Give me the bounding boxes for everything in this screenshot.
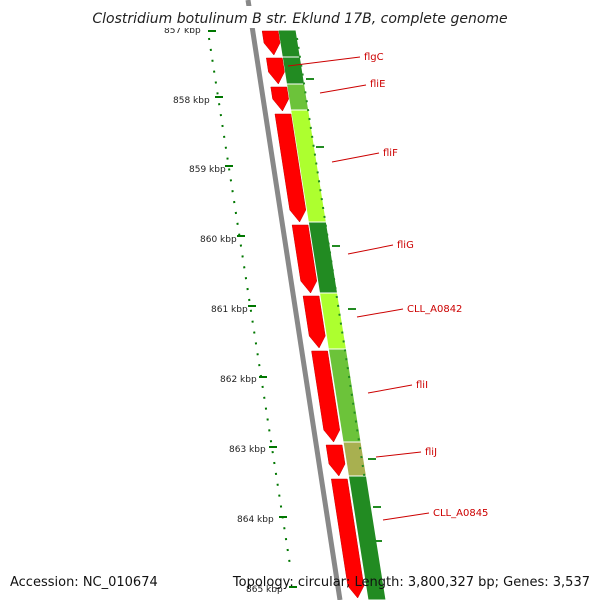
gc-segment (277, 29, 301, 58)
ruler-tick-label: 857 kbp (164, 26, 201, 36)
gene-leader-line (382, 512, 430, 521)
gene-label: fliE (370, 79, 385, 90)
cds-arrow (311, 350, 341, 443)
map-title: Clostridium botulinum B str. Eklund 17B,… (92, 11, 507, 27)
title-background (90, 6, 510, 28)
cds-arrow (270, 86, 289, 112)
ruler-tick-label: 864 kbp (237, 515, 274, 525)
cds-arrow (302, 295, 326, 349)
backbone-line (245, 0, 343, 600)
cds-arrow (266, 57, 285, 85)
cds-arrow (274, 113, 307, 223)
cds-arrow (291, 224, 318, 294)
gene-leader-line (347, 244, 394, 255)
ruler-tick-label: 859 kbp (189, 165, 226, 175)
gc-segment (347, 475, 387, 600)
gene-label: flgC (364, 52, 384, 63)
gene-label: fliJ (425, 447, 437, 458)
gene-label: CLL_A0845 (433, 508, 488, 519)
gene-leader-line (367, 384, 413, 394)
cds-arrow (325, 444, 346, 477)
outer-track (296, 37, 382, 566)
gene-leader-line (331, 152, 380, 163)
gc-segment (285, 83, 310, 111)
ruler-tick-label: 863 kbp (229, 445, 266, 455)
ruler-tick-label: 860 kbp (200, 235, 237, 245)
cds-track (261, 30, 365, 599)
ruler-tick-label: 862 kbp (220, 375, 257, 385)
ruler-tick-label: 858 kbp (173, 96, 210, 106)
gc-segment (281, 56, 306, 85)
gene-label: fliF (383, 148, 398, 159)
ruler: 857 kbp 858 kbp 859 kbp 860 kbp 861 kbp 862 k… (164, 26, 297, 595)
gene-leader-line (319, 84, 367, 94)
cds-arrow (331, 478, 365, 599)
gc-track (277, 29, 387, 600)
gene-leader-line (375, 451, 422, 458)
accession-text: Accession: NC_010674 (10, 575, 158, 590)
gene-leader-line (287, 56, 361, 67)
ruler-tick-label: 865 kbp (246, 585, 283, 595)
gene-label: fliI (416, 380, 428, 391)
gene-label: fliG (397, 240, 414, 251)
gene-labels: flgC fliE fliF fliG CLL_A0842 fliI fliJ CLL_A08… (287, 52, 488, 521)
gene-leader-line (356, 308, 404, 318)
topology-text: Topology: circular; Length: 3,800,327 bp… (232, 575, 590, 590)
cds-arrow (261, 30, 281, 56)
backbone (245, 0, 343, 600)
ruler-dotted-line (208, 37, 291, 566)
ruler-tick-label: 861 kbp (211, 305, 248, 315)
gc-segment (318, 292, 347, 350)
gene-label: CLL_A0842 (407, 304, 462, 315)
gc-segment (342, 441, 368, 477)
